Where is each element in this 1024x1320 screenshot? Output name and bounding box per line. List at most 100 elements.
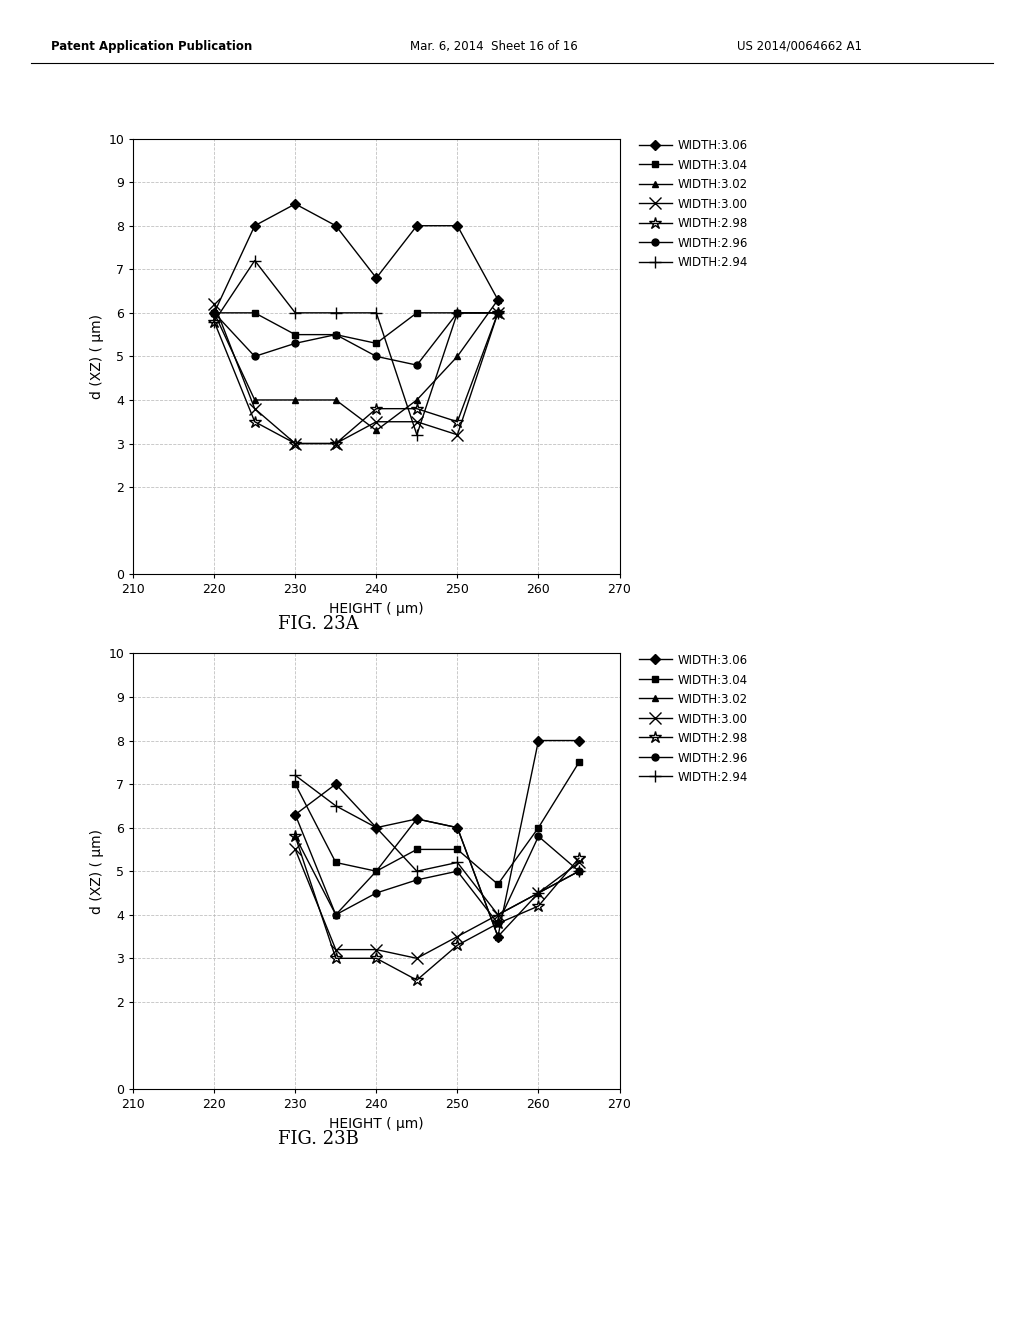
- WIDTH:3.04: [330, 854, 342, 870]
- WIDTH:2.96: [452, 305, 464, 321]
- WIDTH:2.96: [289, 335, 301, 351]
- WIDTH:2.94: [330, 797, 342, 813]
- WIDTH:3.00: [289, 436, 301, 451]
- WIDTH:3.00: [249, 401, 261, 417]
- WIDTH:3.04: [411, 842, 423, 858]
- WIDTH:3.00: [452, 929, 464, 945]
- WIDTH:2.94: [330, 305, 342, 321]
- WIDTH:3.00: [289, 842, 301, 858]
- Legend: WIDTH:3.06, WIDTH:3.04, WIDTH:3.02, WIDTH:3.00, WIDTH:2.98, WIDTH:2.96, WIDTH:2.: WIDTH:3.06, WIDTH:3.04, WIDTH:3.02, WIDT…: [635, 136, 752, 273]
- Line: WIDTH:3.00: WIDTH:3.00: [290, 843, 585, 964]
- WIDTH:3.02: [249, 392, 261, 408]
- WIDTH:2.96: [370, 348, 382, 364]
- WIDTH:3.02: [532, 884, 545, 900]
- WIDTH:3.06: [330, 776, 342, 792]
- WIDTH:2.94: [411, 426, 423, 442]
- WIDTH:3.02: [330, 907, 342, 923]
- WIDTH:3.02: [208, 305, 220, 321]
- WIDTH:2.94: [289, 767, 301, 783]
- WIDTH:3.00: [330, 941, 342, 957]
- Text: FIG. 23A: FIG. 23A: [278, 615, 358, 634]
- WIDTH:3.02: [370, 863, 382, 879]
- WIDTH:2.94: [452, 305, 464, 321]
- Y-axis label: d (XZ) ( μm): d (XZ) ( μm): [90, 314, 104, 399]
- WIDTH:2.98: [452, 937, 464, 953]
- WIDTH:3.02: [492, 929, 504, 945]
- WIDTH:3.06: [452, 218, 464, 234]
- Line: WIDTH:2.94: WIDTH:2.94: [209, 255, 504, 441]
- WIDTH:3.06: [572, 733, 585, 748]
- WIDTH:2.96: [289, 807, 301, 822]
- WIDTH:3.04: [492, 876, 504, 892]
- WIDTH:3.06: [532, 733, 545, 748]
- WIDTH:2.96: [370, 884, 382, 900]
- WIDTH:3.06: [411, 218, 423, 234]
- WIDTH:2.98: [532, 898, 545, 913]
- WIDTH:2.94: [249, 252, 261, 268]
- Line: WIDTH:3.04: WIDTH:3.04: [292, 759, 583, 888]
- WIDTH:2.96: [572, 863, 585, 879]
- WIDTH:3.04: [411, 305, 423, 321]
- WIDTH:3.00: [492, 907, 504, 923]
- Legend: WIDTH:3.06, WIDTH:3.04, WIDTH:3.02, WIDTH:3.00, WIDTH:2.98, WIDTH:2.96, WIDTH:2.: WIDTH:3.06, WIDTH:3.04, WIDTH:3.02, WIDT…: [635, 651, 752, 788]
- WIDTH:3.04: [330, 326, 342, 342]
- WIDTH:3.00: [330, 436, 342, 451]
- WIDTH:2.94: [492, 907, 504, 923]
- WIDTH:3.04: [452, 305, 464, 321]
- Line: WIDTH:2.96: WIDTH:2.96: [211, 309, 502, 368]
- WIDTH:2.98: [492, 916, 504, 932]
- WIDTH:3.06: [370, 820, 382, 836]
- WIDTH:3.02: [289, 392, 301, 408]
- WIDTH:2.98: [572, 850, 585, 866]
- WIDTH:2.96: [492, 916, 504, 932]
- WIDTH:3.04: [370, 335, 382, 351]
- WIDTH:3.04: [492, 305, 504, 321]
- WIDTH:2.98: [249, 414, 261, 430]
- WIDTH:2.94: [411, 863, 423, 879]
- WIDTH:3.02: [289, 829, 301, 845]
- WIDTH:2.96: [532, 829, 545, 845]
- Line: WIDTH:3.02: WIDTH:3.02: [211, 296, 502, 434]
- Line: WIDTH:2.98: WIDTH:2.98: [208, 306, 504, 450]
- Line: WIDTH:2.96: WIDTH:2.96: [292, 810, 583, 927]
- WIDTH:2.98: [289, 829, 301, 845]
- WIDTH:3.02: [411, 810, 423, 826]
- WIDTH:3.02: [492, 292, 504, 308]
- WIDTH:2.96: [452, 863, 464, 879]
- WIDTH:2.98: [411, 972, 423, 987]
- WIDTH:3.06: [370, 271, 382, 286]
- Text: Mar. 6, 2014  Sheet 16 of 16: Mar. 6, 2014 Sheet 16 of 16: [410, 40, 578, 53]
- WIDTH:2.94: [572, 863, 585, 879]
- WIDTH:3.06: [208, 305, 220, 321]
- WIDTH:2.94: [492, 305, 504, 321]
- Line: WIDTH:3.06: WIDTH:3.06: [292, 737, 583, 940]
- WIDTH:3.00: [492, 305, 504, 321]
- WIDTH:2.98: [289, 436, 301, 451]
- WIDTH:3.04: [289, 326, 301, 342]
- WIDTH:2.94: [370, 820, 382, 836]
- WIDTH:2.94: [370, 305, 382, 321]
- WIDTH:2.98: [330, 950, 342, 966]
- WIDTH:3.06: [411, 810, 423, 826]
- WIDTH:3.04: [572, 754, 585, 770]
- WIDTH:3.02: [572, 863, 585, 879]
- WIDTH:2.98: [370, 950, 382, 966]
- Line: WIDTH:3.02: WIDTH:3.02: [292, 816, 583, 940]
- WIDTH:2.94: [452, 854, 464, 870]
- WIDTH:3.04: [208, 305, 220, 321]
- WIDTH:2.96: [330, 907, 342, 923]
- WIDTH:3.06: [492, 929, 504, 945]
- Line: WIDTH:3.00: WIDTH:3.00: [209, 298, 504, 449]
- WIDTH:3.00: [208, 296, 220, 312]
- WIDTH:3.00: [411, 950, 423, 966]
- WIDTH:3.04: [370, 863, 382, 879]
- WIDTH:3.06: [330, 218, 342, 234]
- WIDTH:3.04: [289, 776, 301, 792]
- WIDTH:2.96: [492, 305, 504, 321]
- WIDTH:2.96: [330, 326, 342, 342]
- Line: WIDTH:2.94: WIDTH:2.94: [290, 770, 585, 920]
- Y-axis label: d (XZ) ( μm): d (XZ) ( μm): [90, 829, 104, 913]
- WIDTH:3.04: [452, 842, 464, 858]
- WIDTH:3.00: [370, 941, 382, 957]
- WIDTH:2.98: [208, 314, 220, 330]
